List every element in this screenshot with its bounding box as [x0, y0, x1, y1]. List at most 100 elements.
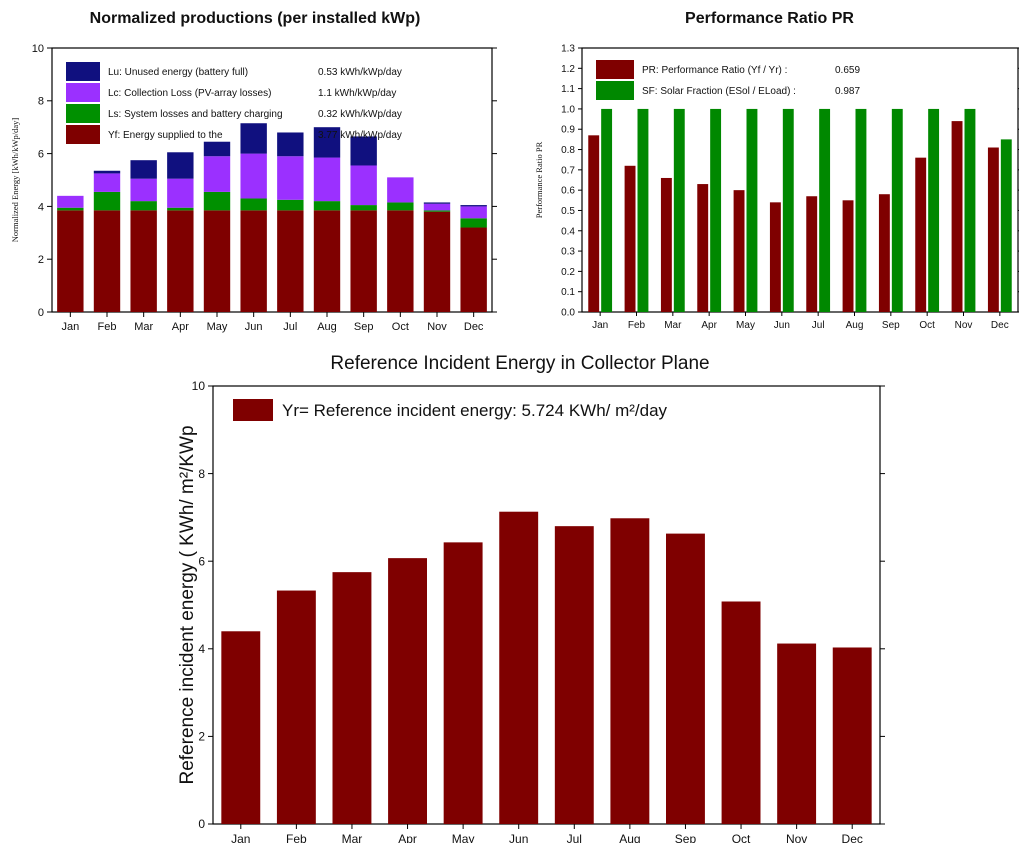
- bar-mar-lu: [130, 160, 157, 179]
- x-tick-label: Feb: [286, 832, 307, 843]
- performance-ratio-plot: 0.0 0.1 0.2 0.3 0.4 0.5 0.6 0.7 0.8 0.9 1.0 1.1 1.2 1…: [534, 44, 1019, 331]
- bar-nov-pr: [951, 121, 963, 312]
- bar-feb-lu: [93, 170, 121, 174]
- x-tick-label: Mar: [342, 832, 363, 843]
- legend-swatch: [233, 399, 273, 421]
- bar-dec-ls: [460, 218, 487, 228]
- bar-jan-ls: [57, 207, 84, 211]
- bar-apr: [388, 558, 427, 824]
- bar-mar-yf: [130, 210, 157, 312]
- x-tick-label: Oct: [919, 320, 935, 331]
- bar-dec: [832, 647, 872, 824]
- bar-dec-lc: [460, 206, 487, 219]
- legend-label: Ls: System losses and battery charging: [108, 109, 283, 120]
- bar-nov-yf: [423, 211, 451, 312]
- bar-aug-lu: [313, 127, 341, 158]
- bar-mar: [332, 572, 372, 824]
- y-tick-label: 10: [192, 379, 206, 393]
- bar-sep-ls: [350, 205, 377, 211]
- x-tick-label: Jun: [774, 320, 790, 331]
- bar-may: [443, 542, 483, 824]
- bar-sep-lu: [350, 136, 377, 166]
- x-tick-label: Feb: [628, 320, 646, 331]
- bar-apr-sf: [710, 108, 722, 312]
- bar-aug-lc: [313, 157, 341, 202]
- reference-incident-energy-plot: 0 2 4 6 8 10 Jan Feb Mar Apr May Jun Jul Aug Sep Oct Nov…: [177, 379, 885, 843]
- bar-nov-lc: [423, 203, 451, 211]
- bar-dec-sf: [1000, 139, 1012, 312]
- x-tick-label: Nov: [427, 321, 447, 333]
- bar-may-lu: [203, 141, 231, 157]
- reference-incident-energy-chart: Reference Incident Energy in Collector P…: [160, 345, 885, 843]
- legend-value: 0.53 kWh/kWp/day: [318, 67, 402, 78]
- normalized-productions-plot: 0 2 4 6 8 10 Jan Feb Mar Apr May Jun Jul Aug Sep Oct Nov…: [10, 43, 497, 333]
- x-tick-label: Sep: [882, 320, 900, 331]
- bar-jan: [221, 631, 261, 824]
- bar-jul-ls: [277, 199, 304, 211]
- bar-sep-pr: [878, 194, 890, 312]
- y-tick-label: 0.1: [561, 287, 575, 298]
- bar-jan-yf: [57, 210, 84, 312]
- bar-aug-pr: [842, 200, 854, 312]
- bar-jul-sf: [819, 108, 831, 312]
- x-tick-label: May: [736, 320, 755, 331]
- legend-label: Lu: Unused energy (battery full): [108, 67, 248, 78]
- y-tick-label: 0.9: [561, 125, 575, 136]
- bar-apr-pr: [697, 184, 709, 312]
- bar-feb-ls: [93, 191, 121, 211]
- bar-nov-sf: [964, 108, 976, 312]
- y-tick-label: 10: [32, 43, 44, 55]
- y-axis-label: Reference incident energy ( KWh/ m²/KWp: [177, 425, 198, 784]
- bar-aug-yf: [313, 210, 341, 312]
- bar-sep: [666, 533, 705, 824]
- y-tick-label: 8: [198, 467, 205, 481]
- x-tick-label: Mar: [134, 321, 153, 333]
- bar-jun: [499, 511, 539, 824]
- bar-sep-sf: [891, 108, 903, 312]
- bar-feb-lc: [93, 173, 121, 192]
- legend-swatch: [66, 125, 100, 144]
- bar-dec-lu: [460, 205, 487, 207]
- legend-value: 0.659: [835, 65, 860, 76]
- legend-label: PR: Performance Ratio (Yf / Yr) :: [642, 65, 787, 76]
- x-tick-label: Sep: [354, 321, 374, 333]
- x-tick-label: Aug: [317, 321, 337, 333]
- legend-swatch: [66, 83, 100, 102]
- y-tick-label: 4: [198, 642, 205, 656]
- y-tick-label: 1.0: [561, 104, 575, 115]
- bar-jul-yf: [277, 210, 304, 312]
- bar-may-lc: [203, 156, 231, 192]
- x-tick-label: Aug: [619, 832, 640, 843]
- x-tick-label: Oct: [732, 832, 751, 843]
- legend-value: 1.1 kWh/kWp/day: [318, 88, 396, 99]
- y-tick-label: 6: [38, 148, 44, 160]
- bar-jan-lc: [57, 195, 84, 208]
- bar-jan-sf: [601, 108, 613, 312]
- bar-mar-sf: [673, 108, 685, 312]
- bar-jun-lu: [240, 123, 267, 154]
- x-tick-label: Jan: [61, 321, 79, 333]
- bar-jan-pr: [588, 135, 600, 312]
- bar-feb-yf: [93, 210, 121, 312]
- y-tick-label: 4: [38, 201, 44, 213]
- bar-aug: [610, 518, 650, 824]
- bar-aug-ls: [313, 201, 341, 211]
- bar-mar-pr: [660, 177, 672, 312]
- x-tick-label: Jan: [592, 320, 608, 331]
- bar-jun-pr: [769, 202, 781, 312]
- bar-dec-pr: [987, 147, 999, 312]
- bar-oct-sf: [928, 108, 940, 312]
- x-tick-label: Nov: [786, 832, 807, 843]
- y-tick-label: 1.2: [561, 64, 575, 75]
- x-tick-label: Apr: [701, 320, 717, 331]
- bar-jun-sf: [782, 108, 794, 312]
- bar-jun-yf: [240, 210, 267, 312]
- x-tick-label: Jun: [245, 321, 263, 333]
- y-tick-label: 0.2: [561, 267, 575, 278]
- x-tick-label: Feb: [98, 321, 117, 333]
- bar-jul-pr: [806, 196, 818, 312]
- legend-swatch: [596, 81, 634, 100]
- y-tick-label: 0.6: [561, 186, 575, 197]
- x-tick-label: Dec: [991, 320, 1009, 331]
- y-axis-label: Performance Ratio PR: [534, 141, 544, 218]
